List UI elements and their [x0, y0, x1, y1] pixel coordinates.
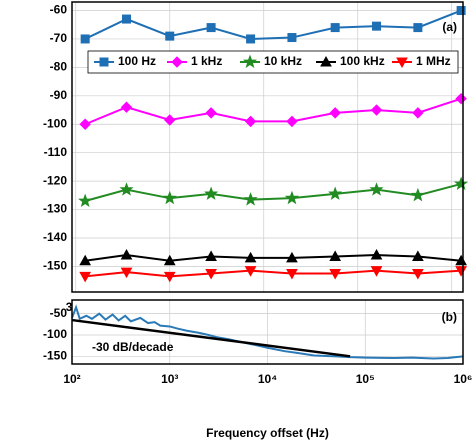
- marker: [456, 6, 466, 16]
- marker: [286, 251, 298, 263]
- y-tick-label: -140: [43, 230, 67, 244]
- legend-marker: [320, 55, 332, 67]
- plot-border: [71, 1, 464, 293]
- y-tick-label: -130: [43, 202, 67, 216]
- y-tick-label: -110: [44, 145, 68, 159]
- marker: [244, 115, 257, 128]
- x-tick-label: 10⁶: [454, 372, 473, 386]
- slope-label: -30 dB/decade: [92, 340, 174, 354]
- legend-label: 1 kHz: [191, 54, 222, 68]
- marker: [205, 107, 217, 119]
- marker: [79, 254, 92, 266]
- y-tick-label: -50: [50, 306, 68, 320]
- marker: [120, 267, 133, 279]
- series-line: [85, 254, 462, 262]
- marker: [329, 250, 342, 261]
- marker: [162, 190, 177, 205]
- marker: [370, 104, 383, 116]
- marker: [330, 23, 340, 33]
- marker: [122, 14, 132, 24]
- marker: [165, 31, 175, 41]
- series-line: [85, 269, 462, 278]
- marker: [78, 193, 93, 208]
- legend-marker: [171, 56, 183, 68]
- marker: [412, 107, 424, 119]
- legend-marker: [99, 57, 109, 67]
- series-group: [84, 9, 462, 278]
- marker: [369, 182, 384, 196]
- legend-marker: [396, 57, 408, 69]
- y-tick-label: -150: [43, 259, 67, 273]
- legend-label: 100 Hz: [118, 54, 156, 68]
- y-tick-label: -100: [43, 327, 67, 341]
- y-tick-label: -120: [43, 173, 67, 187]
- legend-marker: [242, 54, 258, 69]
- marker: [205, 269, 217, 280]
- x-tick-label: 10³: [161, 372, 178, 386]
- marker: [370, 249, 383, 260]
- marker: [412, 269, 424, 280]
- slope-line: [71, 318, 351, 358]
- marker: [284, 190, 300, 205]
- series-group: [71, 304, 464, 360]
- series-line: [71, 304, 464, 360]
- marker: [370, 266, 383, 277]
- marker: [205, 250, 217, 261]
- plot-border: [71, 299, 464, 365]
- marker: [164, 114, 176, 126]
- marker: [454, 176, 469, 190]
- y-tick-label: -100: [43, 116, 67, 130]
- marker: [286, 269, 298, 280]
- marker: [119, 182, 134, 196]
- marker: [204, 186, 219, 200]
- marker: [163, 271, 176, 283]
- series-line: [84, 182, 462, 202]
- marker: [412, 250, 424, 261]
- marker: [246, 34, 256, 44]
- marker: [328, 186, 343, 200]
- y-tick-label: -60: [50, 3, 68, 17]
- x-tick-label: 10⁵: [356, 372, 375, 386]
- panel-label: (a): [442, 20, 457, 34]
- marker: [244, 266, 257, 277]
- series-line: [84, 9, 462, 40]
- legend-box: [87, 50, 459, 74]
- panel-label: (b): [442, 310, 457, 324]
- plot-area: [72, 2, 463, 292]
- marker: [243, 192, 258, 206]
- y-tick-label: -150: [43, 348, 67, 362]
- marker: [413, 23, 423, 33]
- legend-label: 1 MHz: [416, 54, 451, 68]
- marker: [372, 21, 382, 31]
- marker: [80, 34, 90, 44]
- marker: [329, 107, 341, 119]
- legend-label: 100 kHz: [340, 54, 385, 68]
- marker: [120, 249, 133, 260]
- x-tick-label: 10²: [63, 372, 80, 386]
- marker: [329, 269, 342, 280]
- marker: [286, 115, 298, 128]
- marker: [287, 33, 297, 43]
- marker: [79, 118, 91, 130]
- series-line: [84, 97, 462, 126]
- marker: [206, 23, 216, 33]
- marker: [120, 101, 133, 113]
- y-tick-label: -70: [50, 31, 68, 45]
- marker: [244, 251, 257, 263]
- marker: [410, 187, 425, 202]
- marker: [79, 271, 92, 283]
- y-tick-label: -90: [50, 88, 68, 102]
- y-tick-label: -80: [50, 60, 68, 74]
- x-tick-label: 10⁴: [258, 372, 277, 386]
- legend-label: 10 kHz: [264, 54, 302, 68]
- x-axis-label: Frequency offset (Hz): [206, 426, 329, 440]
- marker: [163, 254, 176, 266]
